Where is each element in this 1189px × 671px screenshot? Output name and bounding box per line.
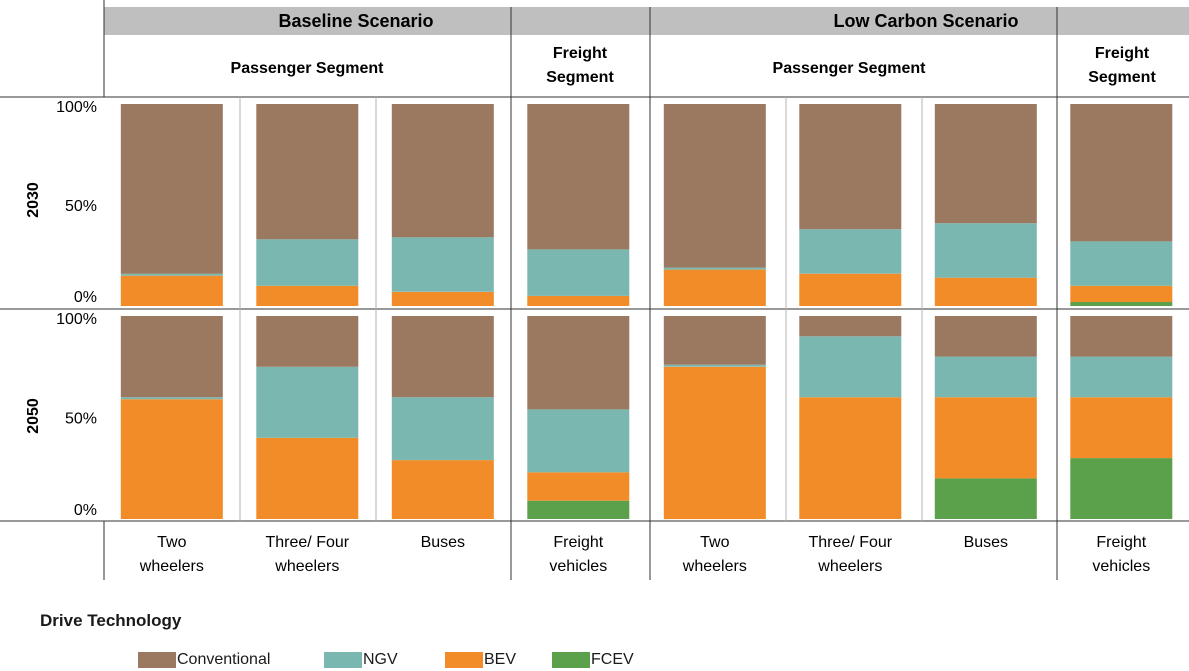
x-category-label-8-line2: vehicles bbox=[1092, 558, 1150, 575]
x-category-label-1-line2: wheelers bbox=[139, 558, 204, 575]
bar-segment-bev-2050-col6 bbox=[799, 397, 902, 519]
bar-segment-ngv-2030-col8 bbox=[1070, 241, 1173, 286]
bar-segment-conventional-2030-col4 bbox=[527, 104, 630, 250]
x-category-label-6-line2: wheelers bbox=[817, 558, 882, 575]
bar-segment-bev-2030-col8 bbox=[1070, 285, 1173, 302]
stacked-bar-chart: Baseline Scenario Low Carbon Scenario Pa… bbox=[0, 0, 1189, 580]
row-label-2050: 2050 bbox=[25, 398, 42, 434]
freight-segment-label-lowcarbon-line1: Freight bbox=[1095, 45, 1150, 62]
legend-swatch-ngv bbox=[324, 652, 362, 668]
bar-segment-conventional-2050-col5 bbox=[663, 316, 766, 365]
y-tick-label-2050-2: 0% bbox=[74, 502, 97, 519]
legend-title: Drive Technology bbox=[40, 611, 182, 630]
x-category-label-4-line1: Freight bbox=[553, 534, 603, 551]
bar-segment-ngv-2050-col2 bbox=[256, 366, 359, 438]
bar-segment-fcev-2030-col8 bbox=[1070, 302, 1173, 306]
bar-segment-bev-2030-col7 bbox=[934, 277, 1037, 306]
lowcarbon-freight-header-band bbox=[1057, 7, 1189, 35]
bar-segment-bev-2030-col6 bbox=[799, 273, 902, 306]
legend-label-ngv: NGV bbox=[363, 651, 398, 668]
bar-segment-conventional-2050-col2 bbox=[256, 316, 359, 367]
bar-segment-ngv-2050-col3 bbox=[391, 397, 494, 461]
x-category-label-3-line1: Buses bbox=[421, 534, 465, 551]
bar-segment-conventional-2030-col2 bbox=[256, 104, 359, 240]
lowcarbon-scenario-label: Low Carbon Scenario bbox=[833, 11, 1018, 31]
bar-segment-ngv-2030-col4 bbox=[527, 249, 630, 296]
bar-segment-bev-2050-col5 bbox=[663, 366, 766, 520]
legend-swatch-fcev bbox=[552, 652, 590, 668]
bar-segment-conventional-2030-col7 bbox=[934, 104, 1037, 224]
bar-segment-ngv-2050-col8 bbox=[1070, 356, 1173, 398]
bar-segment-bev-2050-col8 bbox=[1070, 397, 1173, 459]
bar-segment-conventional-2050-col1 bbox=[120, 316, 223, 398]
x-category-label-7-line1: Buses bbox=[964, 534, 1008, 551]
bar-segment-bev-2030-col1 bbox=[120, 275, 223, 306]
bar-segment-conventional-2030-col6 bbox=[799, 104, 902, 230]
bar-segment-conventional-2050-col4 bbox=[527, 316, 630, 410]
bar-segment-bev-2050-col1 bbox=[120, 399, 223, 519]
bar-segment-conventional-2030-col1 bbox=[120, 104, 223, 274]
bar-segment-fcev-2050-col8 bbox=[1070, 458, 1173, 519]
bar-segment-conventional-2030-col3 bbox=[391, 104, 494, 238]
x-category-label-8-line1: Freight bbox=[1096, 534, 1146, 551]
bar-segment-bev-2050-col2 bbox=[256, 437, 359, 519]
legend-label-conventional: Conventional bbox=[177, 651, 271, 668]
passenger-segment-label-baseline: Passenger Segment bbox=[231, 60, 385, 77]
bar-segment-ngv-2050-col5 bbox=[663, 364, 766, 367]
bar-segment-bev-2030-col5 bbox=[663, 269, 766, 306]
bar-segment-conventional-2030-col8 bbox=[1070, 104, 1173, 242]
bar-segment-ngv-2030-col2 bbox=[256, 239, 359, 286]
y-tick-label-2050-0: 100% bbox=[56, 311, 97, 328]
bar-segment-bev-2030-col4 bbox=[527, 295, 630, 306]
x-category-label-5-line2: wheelers bbox=[682, 558, 747, 575]
bar-segment-ngv-2030-col6 bbox=[799, 229, 902, 274]
freight-segment-label-baseline-line2: Segment bbox=[546, 69, 614, 86]
y-tick-label-2030-0: 100% bbox=[56, 99, 97, 116]
bar-segment-ngv-2030-col7 bbox=[934, 223, 1037, 278]
freight-segment-label-lowcarbon-line2: Segment bbox=[1088, 69, 1156, 86]
baseline-scenario-label: Baseline Scenario bbox=[278, 11, 433, 31]
x-category-label-2-line2: wheelers bbox=[274, 558, 339, 575]
bar-segment-fcev-2050-col4 bbox=[527, 500, 630, 519]
bar-segment-bev-2030-col3 bbox=[391, 291, 494, 306]
bar-segment-fcev-2050-col7 bbox=[934, 478, 1037, 519]
y-tick-label-2050-1: 50% bbox=[65, 411, 97, 428]
y-tick-label-2030-2: 0% bbox=[74, 289, 97, 306]
bar-segment-ngv-2030-col5 bbox=[663, 267, 766, 270]
bar-segment-ngv-2050-col7 bbox=[934, 356, 1037, 398]
x-category-label-4-line2: vehicles bbox=[549, 558, 607, 575]
bar-segment-conventional-2050-col3 bbox=[391, 316, 494, 398]
bar-segment-bev-2050-col4 bbox=[527, 472, 630, 501]
baseline-freight-header-band bbox=[511, 7, 650, 35]
bar-segment-conventional-2050-col6 bbox=[799, 316, 902, 337]
bar-segment-conventional-2050-col7 bbox=[934, 316, 1037, 357]
freight-segment-label-baseline-line1: Freight bbox=[553, 45, 608, 62]
bar-segment-ngv-2050-col4 bbox=[527, 409, 630, 473]
legend-label-bev: BEV bbox=[484, 651, 517, 668]
legend-swatch-bev bbox=[445, 652, 483, 668]
bar-segment-ngv-2050-col6 bbox=[799, 336, 902, 398]
y-tick-label-2030-1: 50% bbox=[65, 198, 97, 215]
passenger-segment-label-lowcarbon: Passenger Segment bbox=[773, 60, 927, 77]
row-label-2030: 2030 bbox=[25, 182, 42, 218]
x-category-label-1-line1: Two bbox=[157, 534, 186, 551]
bar-segment-ngv-2030-col1 bbox=[120, 273, 223, 276]
baseline-scenario-header-band bbox=[104, 7, 511, 35]
legend-swatch-conventional bbox=[138, 652, 176, 668]
bar-segment-ngv-2050-col1 bbox=[120, 397, 223, 400]
legend-label-fcev: FCEV bbox=[591, 651, 634, 668]
bar-segment-bev-2030-col2 bbox=[256, 285, 359, 306]
bar-segment-bev-2050-col7 bbox=[934, 397, 1037, 479]
bar-segment-ngv-2030-col3 bbox=[391, 237, 494, 292]
x-category-label-5-line1: Two bbox=[700, 534, 729, 551]
x-category-label-6-line1: Three/ Four bbox=[809, 534, 893, 551]
bar-segment-bev-2050-col3 bbox=[391, 460, 494, 519]
bar-segment-conventional-2050-col8 bbox=[1070, 316, 1173, 357]
x-category-label-2-line1: Three/ Four bbox=[266, 534, 350, 551]
bar-segment-conventional-2030-col5 bbox=[663, 104, 766, 268]
lowcarbon-scenario-header-band bbox=[650, 7, 1057, 35]
